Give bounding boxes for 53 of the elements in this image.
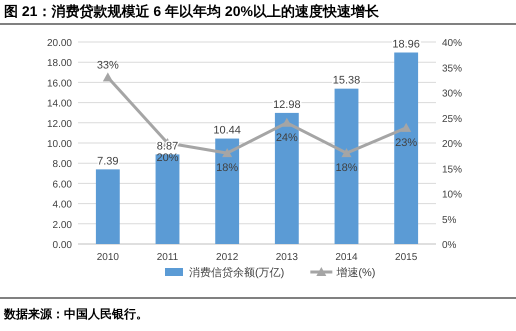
bar [394, 52, 418, 244]
data-label: 23% [395, 136, 418, 149]
data-label: 18% [216, 162, 238, 174]
y-tick-label: 20.00 [46, 38, 72, 49]
point [282, 118, 292, 127]
legend-label: 消费信贷余额(万亿) [189, 266, 284, 279]
y-tick-label: 6.00 [52, 179, 72, 190]
y-tick-label: 16.00 [46, 78, 72, 90]
y2-tick-label: 5% [442, 214, 457, 226]
y2-tick-label: 20% [442, 139, 462, 150]
data-label: 20% [156, 152, 179, 164]
y-tick-label: 18.00 [46, 58, 72, 70]
y-tick-label: 10.00 [46, 139, 72, 150]
data-label: 18.96 [392, 38, 420, 51]
x-tick-label: 2011 [156, 252, 179, 263]
y-tick-label: 12.00 [46, 118, 72, 130]
y2-tick-label: 35% [442, 63, 462, 74]
chart-title: 图 21：消费贷款规模近 6 年以年均 20%以上的速度快速增长 [4, 3, 380, 19]
data-label: 15.38 [332, 74, 360, 87]
x-tick-label: 2014 [335, 252, 358, 263]
data-label: 33% [96, 59, 120, 72]
y2-tick-label: 40% [442, 38, 462, 49]
y-tick-label: 14.00 [46, 98, 72, 110]
point [102, 72, 113, 82]
point [401, 122, 412, 132]
source-note: 数据来源：中国人民银行。 [3, 307, 148, 321]
bar [334, 88, 358, 244]
x-tick-label: 2013 [276, 252, 298, 263]
data-label: 7.39 [97, 155, 119, 168]
bar [215, 138, 240, 244]
x-tick-label: 2015 [395, 252, 418, 263]
bar [96, 169, 120, 244]
bar [274, 112, 299, 244]
bar [156, 154, 180, 244]
y2-tick-label: 30% [442, 88, 462, 100]
x-tick-label: 2010 [96, 252, 120, 263]
x-tick-label: 2012 [216, 252, 239, 263]
point [342, 148, 352, 158]
data-label: 8.87 [156, 140, 178, 152]
y2-tick-label: 0% [442, 240, 457, 251]
y-tick-label: 2.00 [52, 220, 72, 231]
y2-tick-label: 10% [442, 190, 462, 200]
point [222, 148, 232, 158]
y-tick-label: 0.00 [52, 240, 72, 251]
y2-tick-label: 15% [442, 164, 462, 176]
y-tick-label: 4.00 [52, 200, 72, 211]
data-label: 10.44 [213, 124, 241, 137]
y-tick-label: 8.00 [52, 159, 72, 170]
data-label: 18% [335, 162, 358, 174]
data-label: 24% [276, 132, 298, 144]
data-label: 12.98 [273, 98, 301, 111]
legend-label: 增速(%) [335, 266, 376, 279]
y2-tick-label: 25% [442, 114, 462, 125]
